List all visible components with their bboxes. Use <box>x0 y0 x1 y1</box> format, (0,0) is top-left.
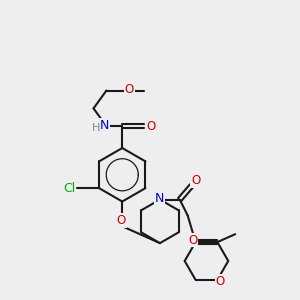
Text: Cl: Cl <box>63 182 76 195</box>
Text: O: O <box>216 275 225 288</box>
Text: N: N <box>155 192 165 205</box>
Text: H: H <box>92 123 101 133</box>
Text: O: O <box>124 83 134 96</box>
Text: N: N <box>100 119 109 132</box>
Text: O: O <box>191 174 200 187</box>
Text: O: O <box>146 120 156 133</box>
Text: O: O <box>188 234 197 247</box>
Text: O: O <box>117 214 126 227</box>
